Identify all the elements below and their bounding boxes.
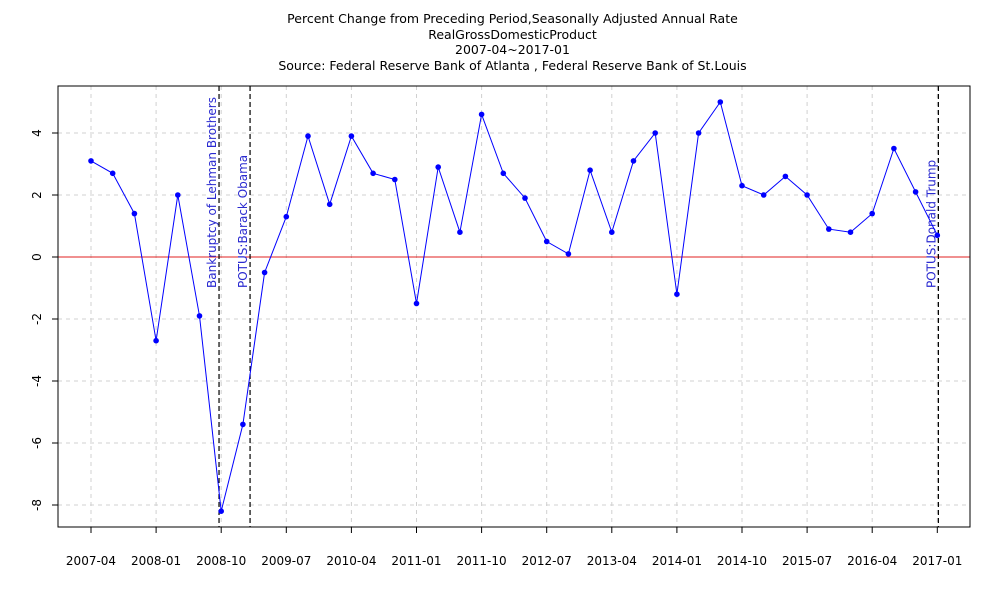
x-tick-label: 2007-04 (66, 554, 116, 568)
chart-title-line-1: Percent Change from Preceding Period,Sea… (287, 11, 738, 26)
event-line-label: POTUS:Barack Obama (236, 155, 250, 288)
series-group (88, 99, 941, 514)
chart-title-line-4: Source: Federal Reserve Bank of Atlanta … (278, 57, 747, 73)
data-point (760, 192, 767, 198)
chart-title-block: Percent Change from Preceding Period,Sea… (0, 11, 1000, 73)
x-tick-label: 2016-04 (847, 554, 897, 568)
data-point (305, 133, 311, 139)
data-point (565, 251, 572, 257)
x-tick-label: 2015-07 (782, 554, 832, 568)
x-tick-label: 2008-10 (196, 554, 246, 568)
x-tick-label: 2014-01 (652, 554, 702, 568)
data-point (109, 170, 116, 177)
data-point (934, 232, 941, 239)
y-tick-label: -4 (30, 375, 44, 387)
data-point (717, 99, 724, 105)
data-point (175, 192, 181, 198)
data-point (88, 158, 94, 164)
data-point (674, 291, 680, 298)
data-point (695, 130, 702, 136)
data-point (587, 167, 593, 173)
data-point (891, 145, 897, 152)
data-point (500, 170, 507, 177)
data-point (413, 300, 420, 307)
data-point (652, 130, 658, 136)
data-point (196, 313, 203, 319)
data-point (457, 229, 463, 235)
event-lines: Bankruptcy of Lehman Brothers POTUS:Barac… (205, 86, 939, 527)
data-point (630, 158, 637, 164)
x-tick-label: 2011-10 (457, 554, 507, 568)
chart-title-line-3: 2007-04~2017-01 (455, 42, 570, 57)
data-point (739, 182, 745, 189)
data-point (131, 210, 138, 217)
y-tick-label: -6 (30, 437, 44, 449)
x-tick-label: 2014-10 (717, 554, 767, 568)
gdp-series-line (90, 100, 938, 512)
data-point (522, 195, 528, 201)
chart-title-line-2: RealGrossDomesticProduct (428, 26, 597, 42)
y-tick-label: 2 (30, 191, 44, 199)
y-axis: -8 -6 -4 -2 0 2 4 (30, 129, 58, 511)
data-point (804, 192, 810, 198)
data-point (240, 421, 246, 428)
data-point (261, 269, 268, 276)
x-tick-label: 2011-01 (391, 554, 441, 568)
y-tick-label: -8 (30, 499, 44, 511)
data-point (326, 201, 333, 208)
data-point (912, 189, 919, 195)
data-point (370, 170, 376, 177)
data-point (392, 176, 398, 183)
y-tick-label: 4 (30, 129, 44, 137)
data-point (543, 238, 550, 245)
x-tick-label: 2009-07 (261, 554, 311, 568)
x-tick-label: 2012-07 (522, 554, 572, 568)
data-point (478, 111, 485, 118)
data-point (218, 508, 224, 514)
data-point (609, 229, 615, 235)
x-tick-label: 2010-04 (326, 554, 376, 568)
x-tick-label: 2008-01 (131, 554, 181, 568)
data-point (348, 133, 355, 139)
plot-frame (57, 85, 971, 528)
x-axis: 2007-04 2008-01 2008-10 2009-07 2010-04 2011-… (66, 527, 962, 568)
data-point (826, 226, 832, 232)
x-tick-label: 2017-01 (912, 554, 962, 568)
y-tick-label: -2 (30, 313, 44, 325)
data-point (847, 229, 854, 235)
data-point (869, 210, 875, 217)
grid-lines (58, 86, 970, 527)
y-tick-label: 0 (30, 253, 44, 261)
data-point (283, 213, 290, 220)
x-tick-label: 2013-04 (587, 554, 637, 568)
event-line-label: Bankruptcy of Lehman Brothers (205, 97, 219, 288)
data-point (782, 173, 789, 180)
data-point (435, 164, 442, 170)
data-point (153, 337, 159, 344)
